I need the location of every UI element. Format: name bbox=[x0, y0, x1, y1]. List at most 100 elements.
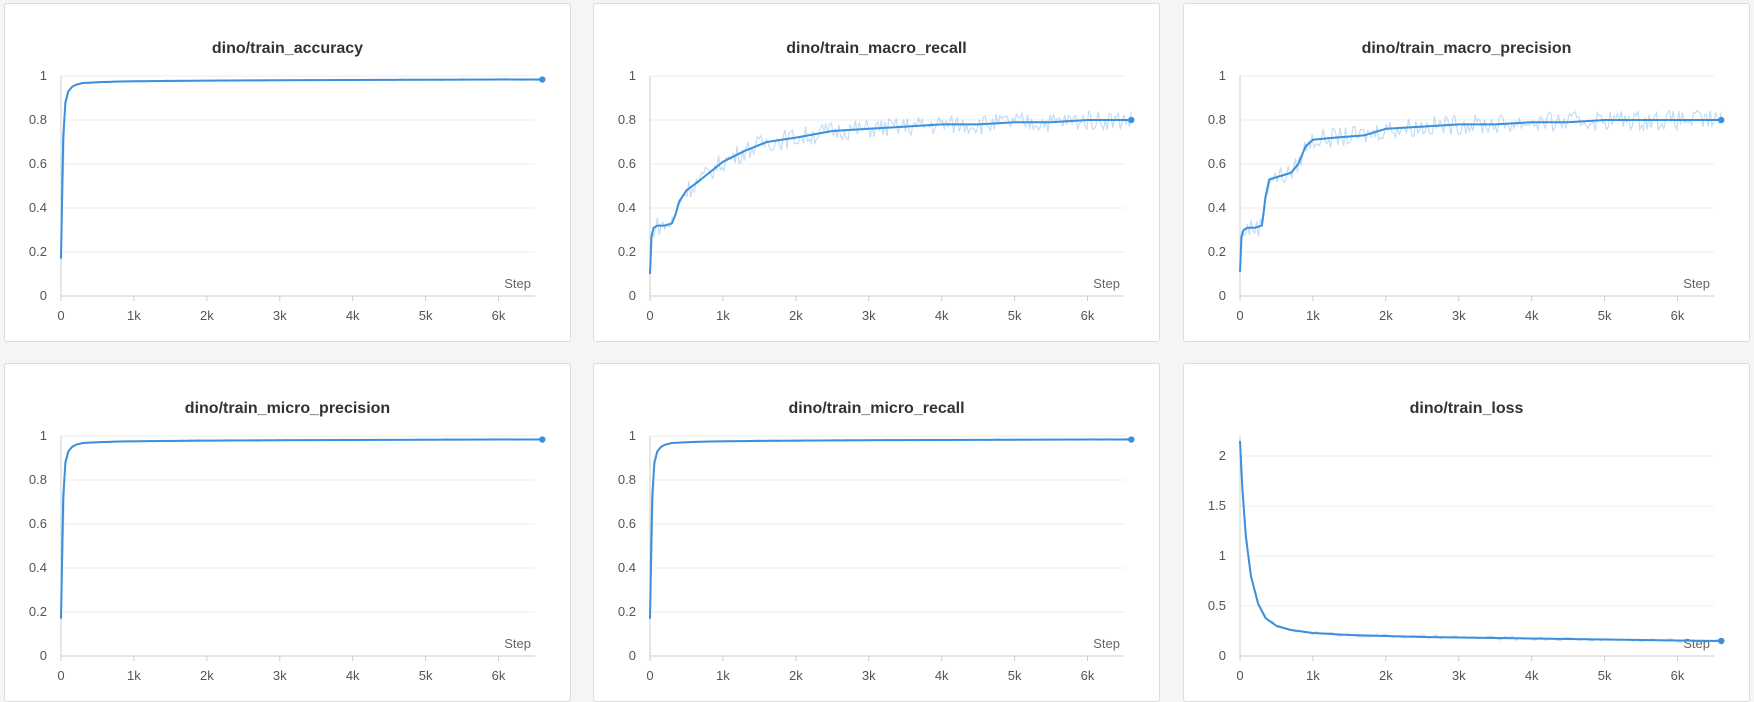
x-tick-label: 0 bbox=[646, 668, 653, 683]
x-tick-label: 0 bbox=[57, 668, 64, 683]
x-tick-label: 6k bbox=[1081, 308, 1095, 323]
y-tick-label: 0.8 bbox=[618, 112, 636, 127]
y-tick-label: 0.6 bbox=[1208, 156, 1226, 171]
x-tick-label: 3k bbox=[862, 668, 876, 683]
x-tick-label: 0 bbox=[57, 308, 64, 323]
x-tick-label: 1k bbox=[1306, 308, 1320, 323]
y-tick-label: 0 bbox=[1219, 648, 1226, 663]
x-tick-label: 4k bbox=[935, 308, 949, 323]
series-line bbox=[60, 438, 543, 619]
y-tick-label: 0.4 bbox=[29, 200, 47, 215]
y-tick-label: 0.6 bbox=[618, 156, 636, 171]
x-tick-label: 5k bbox=[1008, 308, 1022, 323]
series-raw-line bbox=[60, 438, 543, 619]
x-tick-label: 4k bbox=[1525, 668, 1539, 683]
x-tick-label: 5k bbox=[1598, 668, 1612, 683]
chart-panel-train-micro-precision[interactable]: dino/train_micro_precision 0 0.2 0.4 0.6 0.8… bbox=[4, 363, 571, 702]
chart-title: dino/train_accuracy bbox=[211, 40, 364, 57]
y-tick-label: 1 bbox=[40, 428, 47, 443]
x-tick-label: 4k bbox=[346, 308, 360, 323]
x-tick-label: 5k bbox=[419, 668, 433, 683]
chart-title: dino/train_macro_precision bbox=[1361, 40, 1572, 57]
x-tick-label: 6k bbox=[1081, 668, 1095, 683]
x-axis-label: Step bbox=[1093, 276, 1120, 291]
x-axis-label: Step bbox=[1683, 636, 1710, 651]
x-tick-label: 1k bbox=[716, 668, 730, 683]
y-tick-label: 0.5 bbox=[1208, 598, 1226, 613]
x-tick-label: 0 bbox=[1236, 668, 1243, 683]
chart-panel-train-accuracy[interactable]: dino/train_accuracy 0 0.2 0.4 0.6 0.8 1 0 1k 2k 3… bbox=[4, 3, 571, 342]
x-axis-label: Step bbox=[1093, 636, 1120, 651]
x-tick-label: 4k bbox=[1525, 308, 1539, 323]
series-line bbox=[649, 119, 1132, 275]
y-tick-label: 0.6 bbox=[618, 516, 636, 531]
series-end-point bbox=[1128, 116, 1135, 124]
x-tick-label: 1k bbox=[716, 308, 730, 323]
chart-title: dino/train_micro_recall bbox=[788, 400, 965, 417]
y-tick-label: 0.4 bbox=[618, 560, 636, 575]
y-tick-label: 1 bbox=[629, 428, 636, 443]
y-tick-label: 1 bbox=[1219, 68, 1226, 83]
y-tick-label: 0.2 bbox=[29, 244, 47, 259]
x-tick-label: 1k bbox=[127, 668, 141, 683]
x-tick-label: 3k bbox=[1452, 668, 1466, 683]
y-tick-label: 0.6 bbox=[29, 156, 47, 171]
y-tick-label: 2 bbox=[1219, 448, 1226, 463]
y-tick-label: 1.5 bbox=[1208, 498, 1226, 513]
series-raw-line bbox=[60, 78, 543, 259]
x-tick-label: 0 bbox=[646, 308, 653, 323]
y-tick-label: 0.6 bbox=[29, 516, 47, 531]
series-end-point bbox=[1718, 116, 1725, 124]
y-tick-label: 0.2 bbox=[1208, 244, 1226, 259]
y-tick-label: 1 bbox=[629, 68, 636, 83]
y-tick-label: 0 bbox=[40, 648, 47, 663]
y-tick-label: 0 bbox=[629, 648, 636, 663]
series-raw-line bbox=[649, 110, 1132, 273]
chart-panel-train-macro-precision[interactable]: dino/train_macro_precision 0 0.2 0.4 0.6 0.8… bbox=[1183, 3, 1750, 342]
x-tick-label: 4k bbox=[346, 668, 360, 683]
x-tick-label: 1k bbox=[1306, 668, 1320, 683]
series-end-point bbox=[1718, 637, 1725, 645]
x-axis-label: Step bbox=[1683, 276, 1710, 291]
chart-panel-train-micro-recall[interactable]: dino/train_micro_recall 0 0.2 0.4 0.6 0.8 1 0 1… bbox=[593, 363, 1160, 702]
x-tick-label: 3k bbox=[1452, 308, 1466, 323]
series-line bbox=[1239, 119, 1722, 272]
chart-plot: 0 0.2 0.4 0.6 0.8 1 0 1k 2k 3k 4k 5k 6k Step bbox=[618, 428, 1135, 683]
series-raw-line bbox=[649, 438, 1132, 620]
x-axis-label: Step bbox=[504, 276, 531, 291]
y-tick-label: 0.8 bbox=[618, 472, 636, 487]
x-tick-label: 2k bbox=[789, 668, 803, 683]
y-tick-label: 0 bbox=[1219, 288, 1226, 303]
y-tick-label: 0.8 bbox=[29, 112, 47, 127]
series-raw-line bbox=[1239, 109, 1722, 273]
x-tick-label: 6k bbox=[1671, 668, 1685, 683]
series-line bbox=[649, 438, 1132, 619]
chart-plot: 0 0.2 0.4 0.6 0.8 1 0 1k 2k 3k 4k 5k 6k Step bbox=[1208, 68, 1725, 323]
series-end-point bbox=[539, 76, 546, 83]
chart-plot: 0 0.5 1 1.5 2 0 1k 2k 3k 4k 5k 6k Step bbox=[1208, 436, 1725, 683]
series-line bbox=[60, 78, 543, 259]
chart-plot: 0 0.2 0.4 0.6 0.8 1 0 1k 2k 3k 4k 5k 6k Step bbox=[29, 68, 546, 323]
chart-title: dino/train_loss bbox=[1409, 400, 1524, 417]
series-raw-line bbox=[1239, 442, 1722, 644]
y-tick-label: 0.2 bbox=[29, 604, 47, 619]
y-tick-label: 0.4 bbox=[29, 560, 47, 575]
y-tick-label: 0.2 bbox=[618, 604, 636, 619]
y-tick-label: 0.4 bbox=[618, 200, 636, 215]
x-tick-label: 3k bbox=[273, 308, 287, 323]
x-tick-label: 3k bbox=[273, 668, 287, 683]
y-tick-label: 0.2 bbox=[618, 244, 636, 259]
y-tick-label: 0 bbox=[629, 288, 636, 303]
chart-title: dino/train_macro_recall bbox=[786, 40, 967, 57]
chart-plot: 0 0.2 0.4 0.6 0.8 1 0 1k 2k 3k 4k 5k 6k Step bbox=[29, 428, 546, 683]
x-tick-label: 6k bbox=[492, 308, 506, 323]
chart-panel-train-loss[interactable]: dino/train_loss 0 0.5 1 1.5 2 0 1k 2k 3k 4k 5k 6k St… bbox=[1183, 363, 1750, 702]
x-tick-label: 3k bbox=[862, 308, 876, 323]
y-tick-label: 1 bbox=[40, 68, 47, 83]
x-tick-label: 6k bbox=[492, 668, 506, 683]
x-tick-label: 2k bbox=[789, 308, 803, 323]
chart-panel-train-macro-recall[interactable]: dino/train_macro_recall 0 0.2 0.4 0.6 0.8 1 0 1… bbox=[593, 3, 1160, 342]
x-tick-label: 4k bbox=[935, 668, 949, 683]
x-tick-label: 0 bbox=[1236, 308, 1243, 323]
y-tick-label: 0.8 bbox=[1208, 112, 1226, 127]
